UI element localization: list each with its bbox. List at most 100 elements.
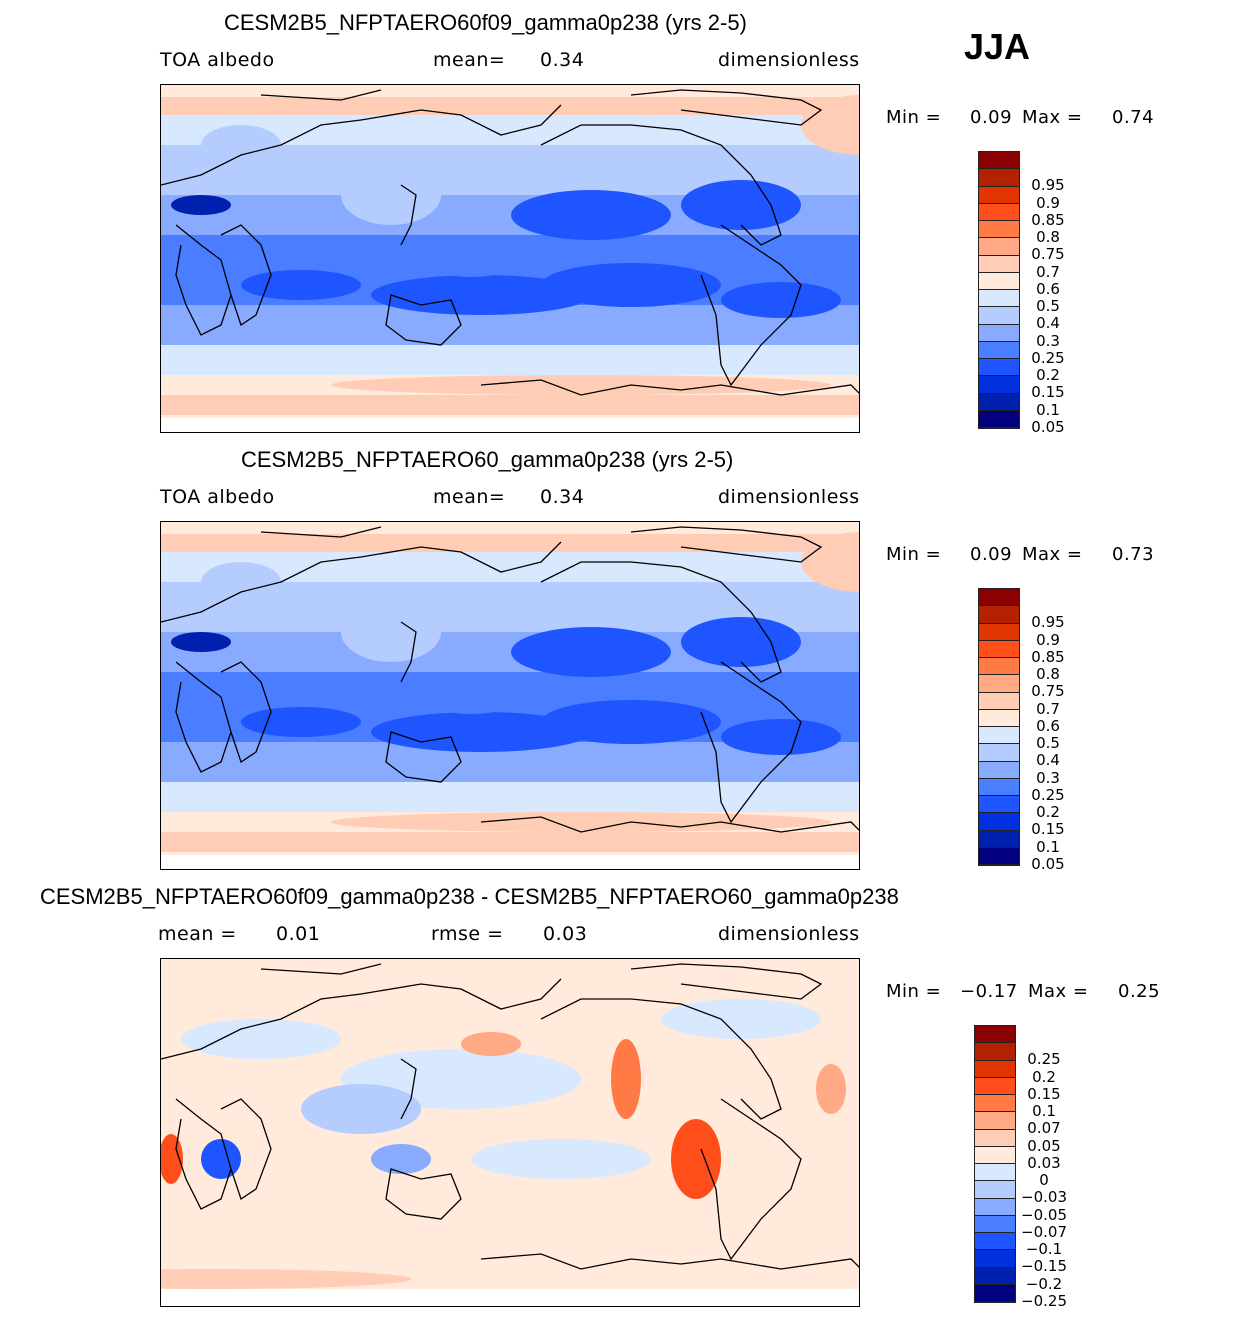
coastline — [480, 816, 859, 833]
albedo-region — [201, 125, 281, 165]
colorbar-label: 0.5 — [1036, 297, 1060, 315]
panel3-rmse-value: 0.03 — [543, 923, 588, 945]
albedo-region — [171, 632, 231, 652]
diff-negative — [371, 1144, 431, 1174]
albedo-region — [541, 263, 721, 307]
colorbar-label: 0.25 — [1027, 1050, 1061, 1069]
colorbar-label: 0.6 — [1036, 279, 1060, 298]
colorbar-label: 0.9 — [1036, 193, 1060, 212]
panel1-map — [160, 84, 860, 433]
colorbar-box — [979, 410, 1019, 428]
coastline — [161, 104, 562, 186]
coastline — [220, 224, 272, 327]
colorbar-label: 0.05 — [1027, 1136, 1061, 1155]
colorbar-label: 0.85 — [1031, 647, 1065, 666]
colorbar-box — [979, 796, 1019, 814]
colorbar-label: 0.05 — [1031, 854, 1065, 873]
colorbar-box — [979, 307, 1019, 325]
colorbar-label: 0.2 — [1032, 1067, 1056, 1086]
colorbar-label: 0.4 — [1036, 314, 1060, 333]
albedo-region — [511, 627, 671, 677]
coastline — [700, 224, 802, 387]
colorbar-box — [975, 1267, 1015, 1285]
panel2-mean-value: 0.34 — [540, 486, 585, 508]
panel2-max-value: 0.73 — [1112, 544, 1155, 565]
albedo-region — [201, 562, 281, 602]
colorbar-box — [979, 813, 1019, 831]
coastline — [175, 1098, 232, 1210]
coastline — [161, 978, 562, 1060]
colorbar-box — [975, 1060, 1015, 1078]
panel1-min-value: 0.09 — [970, 107, 1013, 128]
colorbar-box — [979, 640, 1019, 658]
colorbar-label: −0.1 — [1025, 1240, 1063, 1258]
diff-negative — [301, 1084, 421, 1134]
colorbar-label: 0.25 — [1031, 785, 1065, 804]
panel1-mean-value: 0.34 — [540, 49, 585, 71]
colorbar-label: −0.03 — [1021, 1188, 1067, 1207]
albedo-region — [241, 707, 361, 737]
diff-positive — [816, 1064, 846, 1114]
colorbar-box — [979, 152, 1019, 170]
colorbar-box — [975, 1164, 1015, 1182]
panel3-max-label: Max = — [1028, 981, 1089, 1002]
coastline — [220, 661, 272, 764]
colorbar-box — [979, 238, 1019, 256]
diff-negative — [201, 1139, 241, 1179]
albedo-region — [721, 282, 841, 318]
panel2-units: dimensionless — [718, 486, 860, 508]
panel3-colorbar — [974, 1025, 1016, 1303]
colorbar-box — [975, 1112, 1015, 1130]
colorbar-box — [975, 1215, 1015, 1233]
panel1-max-label: Max = — [1022, 107, 1083, 128]
colorbar-label: 0.95 — [1031, 176, 1065, 195]
diff-positive — [161, 1134, 183, 1184]
colorbar-box — [979, 186, 1019, 204]
coastline — [540, 561, 782, 683]
panel1-variable: TOA albedo — [160, 49, 275, 71]
colorbar-label: 0.2 — [1036, 366, 1060, 384]
panel3-max-value: 0.25 — [1118, 981, 1161, 1002]
coastline — [175, 224, 232, 336]
coastline — [540, 998, 782, 1120]
colorbar-box — [979, 393, 1019, 411]
colorbar-label: 0.07 — [1027, 1119, 1061, 1138]
colorbar-label: 0.1 — [1032, 1102, 1056, 1120]
panel1-mean-label: mean= — [433, 49, 506, 71]
diff-negative — [661, 999, 821, 1039]
colorbar-label: 0.3 — [1036, 331, 1060, 350]
albedo-band — [161, 832, 859, 852]
albedo-band — [161, 534, 859, 552]
colorbar-box — [975, 1233, 1015, 1251]
albedo-region — [331, 812, 831, 832]
colorbar-label: 0.8 — [1036, 665, 1060, 683]
albedo-region — [341, 165, 441, 225]
missing-data — [161, 855, 859, 869]
colorbar-box — [979, 255, 1019, 273]
colorbar-box — [979, 727, 1019, 745]
coastline — [220, 1098, 272, 1201]
diff-positive — [161, 1269, 411, 1289]
panel1-units: dimensionless — [718, 49, 860, 71]
colorbar-box — [979, 623, 1019, 641]
albedo-band — [161, 85, 859, 97]
colorbar-label: 0.03 — [1027, 1153, 1061, 1172]
coastline — [260, 89, 382, 101]
colorbar-box — [979, 709, 1019, 727]
colorbar-box — [979, 658, 1019, 676]
panel2-variable: TOA albedo — [160, 486, 275, 508]
panel2-min-value: 0.09 — [970, 544, 1013, 565]
albedo-region — [801, 532, 859, 592]
albedo-region — [371, 275, 591, 315]
colorbar-label: 0.3 — [1036, 768, 1060, 787]
panel3-units: dimensionless — [718, 923, 860, 945]
coastline — [260, 526, 382, 538]
colorbar-box — [979, 221, 1019, 239]
diff-negative — [181, 1019, 341, 1059]
panel3-mean-value: 0.01 — [276, 923, 321, 945]
colorbar-label: 0.85 — [1031, 210, 1065, 229]
panel3-mean-label: mean = — [158, 923, 237, 945]
albedo-region — [331, 375, 831, 395]
season-label: JJA — [964, 26, 1031, 67]
missing-data — [161, 418, 859, 432]
